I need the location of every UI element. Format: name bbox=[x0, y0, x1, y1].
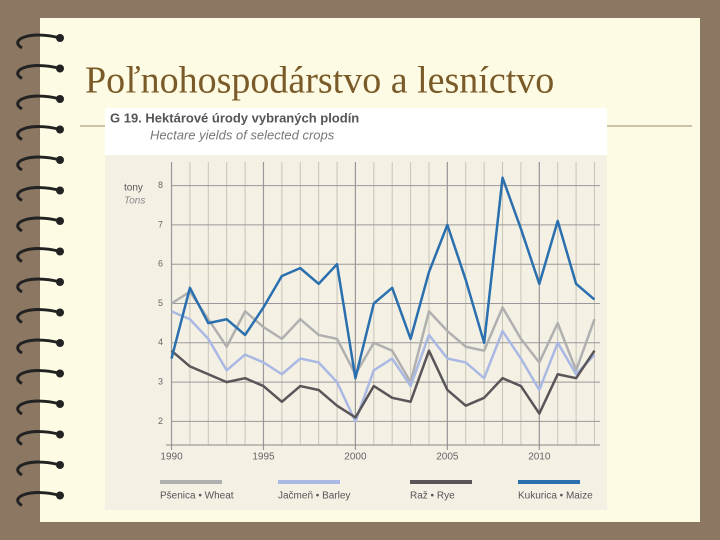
x-tick-label: 2010 bbox=[528, 452, 551, 463]
ring-hole bbox=[56, 247, 64, 256]
ring bbox=[16, 94, 61, 111]
ring-hole bbox=[56, 369, 64, 378]
y-tick-label: 6 bbox=[158, 259, 163, 269]
legend-swatch bbox=[160, 480, 222, 484]
ring bbox=[16, 247, 61, 263]
ring bbox=[16, 125, 61, 141]
ring-hole bbox=[56, 156, 64, 164]
spiral-binding bbox=[16, 33, 64, 507]
x-tick-label: 1995 bbox=[252, 452, 275, 463]
y-tick-label: 7 bbox=[158, 219, 163, 229]
legend-label: Kukurica • Maize bbox=[518, 491, 593, 502]
series-line bbox=[170, 290, 596, 384]
ring bbox=[16, 155, 61, 172]
series-line bbox=[170, 349, 596, 419]
x-tick-label: 2005 bbox=[436, 452, 459, 463]
chart-title: G 19. Hektárové úrody vybraných plodín bbox=[110, 110, 359, 125]
ring-hole bbox=[56, 339, 64, 347]
ring bbox=[16, 430, 61, 446]
ring-hole bbox=[56, 186, 64, 195]
ring-hole bbox=[56, 400, 64, 408]
ring-hole bbox=[56, 430, 64, 439]
legend-swatch bbox=[518, 480, 580, 484]
legend-label: Raž • Rye bbox=[410, 491, 455, 502]
y-tick-label: 4 bbox=[158, 337, 163, 347]
y-label: tony bbox=[124, 183, 143, 194]
ring bbox=[16, 186, 61, 202]
ring-hole bbox=[56, 217, 64, 225]
legend-swatch bbox=[410, 480, 472, 484]
y-tick-label: 5 bbox=[158, 298, 163, 308]
ring-hole bbox=[56, 64, 64, 73]
ring bbox=[16, 216, 61, 233]
legend-label: Pšenica • Wheat bbox=[160, 491, 234, 502]
y-label-en: Tons bbox=[124, 196, 145, 207]
ring-hole bbox=[56, 278, 64, 286]
ring-hole bbox=[56, 461, 64, 469]
x-tick-label: 1990 bbox=[160, 452, 183, 463]
y-tick-label: 3 bbox=[158, 376, 163, 386]
ring bbox=[16, 460, 61, 477]
ring bbox=[16, 64, 61, 80]
ring bbox=[16, 308, 61, 324]
x-tick-label: 2000 bbox=[344, 452, 367, 463]
ring bbox=[16, 491, 61, 507]
ring-hole bbox=[56, 34, 64, 42]
ring-hole bbox=[56, 308, 64, 317]
ring bbox=[16, 338, 61, 355]
ring-hole bbox=[56, 125, 64, 134]
ring-hole bbox=[56, 95, 64, 103]
ring bbox=[16, 33, 61, 50]
legend-swatch bbox=[278, 480, 340, 484]
ring-hole bbox=[56, 491, 64, 500]
y-tick-label: 2 bbox=[158, 416, 163, 426]
slide-title: Poľnohospodárstvo a lesníctvo bbox=[85, 60, 554, 102]
ring bbox=[16, 369, 61, 385]
series-line bbox=[170, 176, 596, 380]
chart-subtitle: Hectare yields of selected crops bbox=[150, 127, 335, 142]
series-line bbox=[171, 310, 596, 423]
ring bbox=[16, 277, 61, 294]
ring bbox=[16, 399, 61, 416]
legend-label: Jačmeň • Barley bbox=[278, 491, 350, 502]
y-tick-label: 8 bbox=[158, 180, 163, 190]
